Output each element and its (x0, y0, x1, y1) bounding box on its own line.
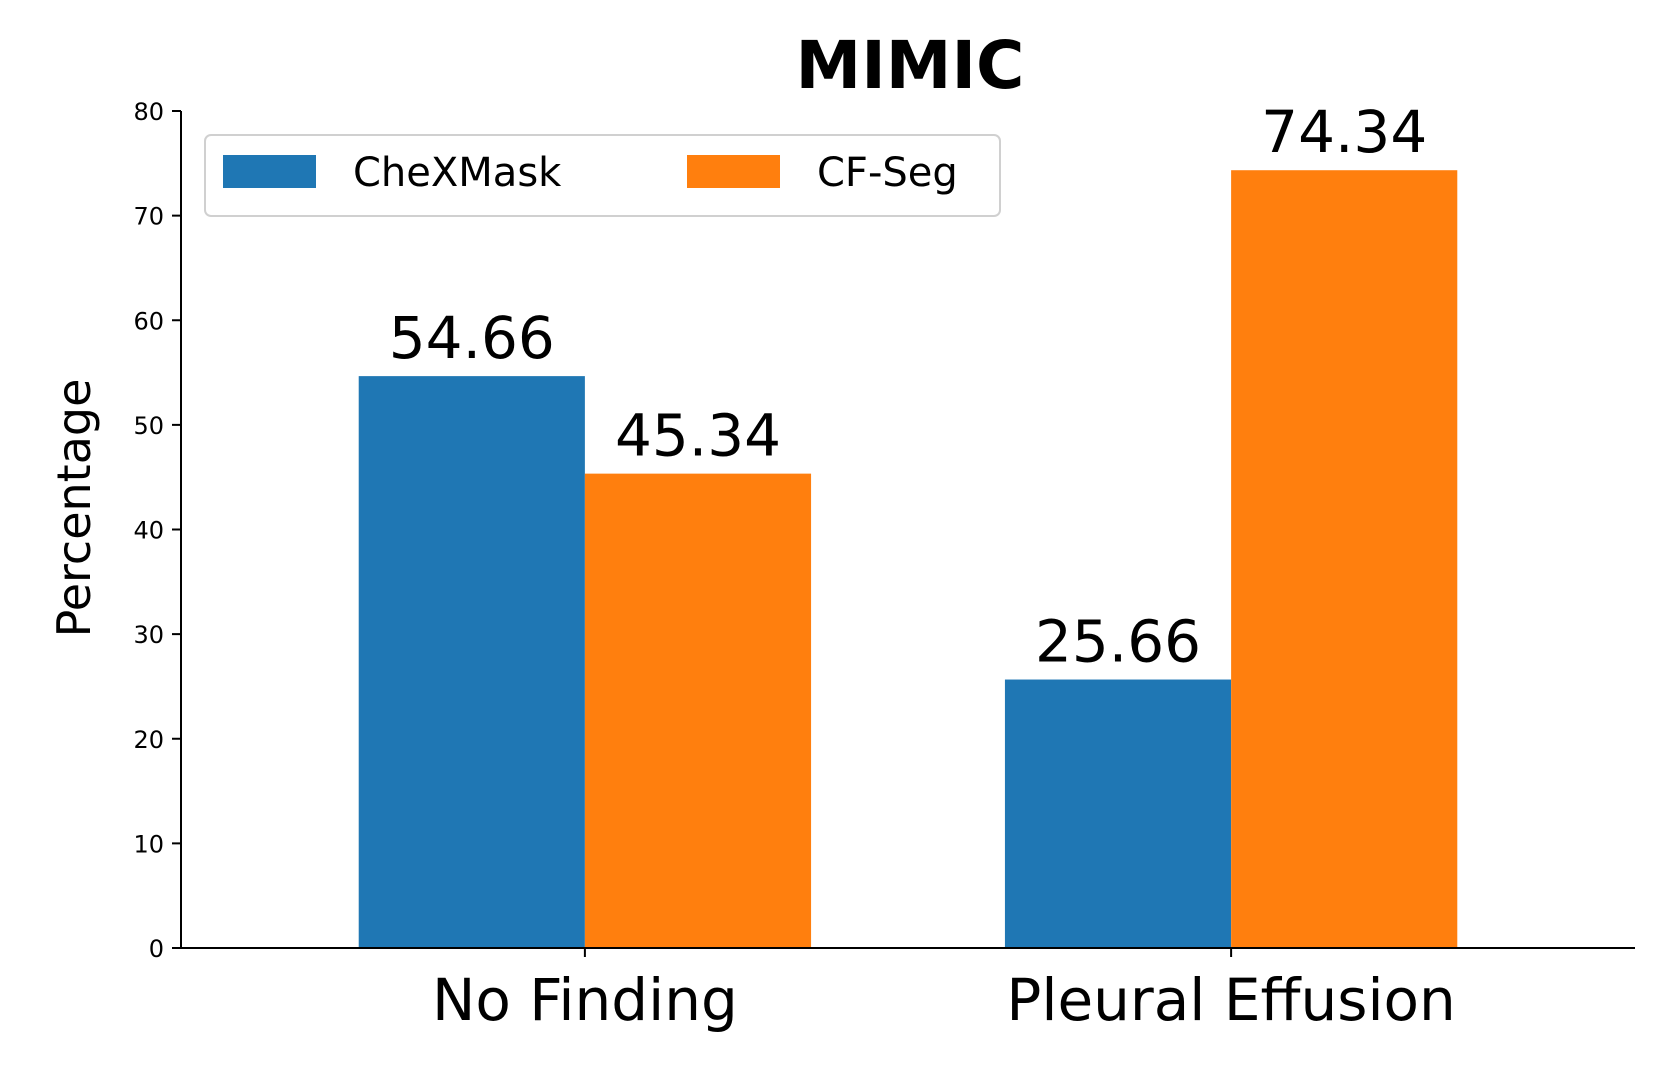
y-tick-label: 40 (133, 517, 164, 545)
y-tick-label: 0 (149, 935, 164, 963)
y-tick-label: 60 (133, 307, 164, 335)
x-tick-label-no-finding: No Finding (432, 966, 738, 1034)
y-tick-label: 10 (133, 830, 164, 858)
legend-label-cf-seg: CF-Seg (817, 150, 958, 196)
y-tick-label: 20 (133, 726, 164, 754)
chart-title: MIMIC (796, 27, 1025, 104)
bar-chexmask-no-finding (358, 376, 585, 948)
y-tick-label: 50 (133, 412, 164, 440)
data-label-cf-seg-no-finding: 45.34 (615, 402, 781, 470)
bar-chexmask-pleural-effusion (1004, 679, 1232, 948)
legend-swatch-chexmask (223, 155, 316, 188)
bars-group (358, 170, 1458, 948)
bar-cf-seg-pleural-effusion (1231, 170, 1458, 948)
data-label-chexmask-pleural-effusion: 25.66 (1035, 608, 1201, 676)
y-tick-label: 70 (133, 203, 164, 231)
legend-swatch-cf-seg (687, 155, 780, 188)
x-tick-label-pleural-effusion: Pleural Effusion (1006, 966, 1455, 1034)
legend-box (204, 134, 1001, 217)
y-axis-ticks: 0 10 20 30 40 50 60 70 80 (133, 98, 181, 963)
data-label-cf-seg-pleural-effusion: 74.34 (1261, 98, 1427, 166)
y-tick-label: 80 (133, 98, 164, 126)
x-axis-ticks: No Finding Pleural Effusion (432, 948, 1456, 1034)
bar-cf-seg-no-finding (584, 473, 812, 948)
y-tick-label: 30 (133, 621, 164, 649)
y-axis-label: Percentage (47, 379, 101, 638)
data-label-chexmask-no-finding: 54.66 (389, 304, 555, 372)
data-labels-group: 54.66 45.34 25.66 74.34 (389, 98, 1427, 675)
legend-label-chexmask: CheXMask (353, 150, 562, 196)
legend: CheXMask CF-Seg (204, 134, 1001, 217)
